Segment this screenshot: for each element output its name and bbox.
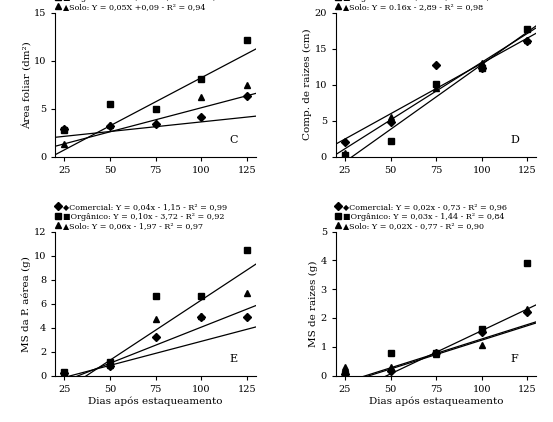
Y-axis label: MS de raizes (g): MS de raizes (g) (309, 260, 318, 347)
Y-axis label: Comp. de raizes (cm): Comp. de raizes (cm) (302, 29, 312, 141)
Legend: ◆Comercial: Y = 0,02X + 1,62- R² = 0,77, ■Orgânico: Y = 0,10X - 1,79 - R² = 0,91: ◆Comercial: Y = 0,02X + 1,62- R² = 0,77,… (55, 0, 229, 11)
Legend: ◆Comercial: Y = 0,04x - 1,15 - R² = 0,99, ■Orgânico: Y = 0,10x - 3,72 - R² = 0,9: ◆Comercial: Y = 0,04x - 1,15 - R² = 0,99… (55, 203, 227, 230)
Y-axis label: MS da P. aérea (g): MS da P. aérea (g) (22, 256, 31, 352)
Legend: ◆Comercial: Y = 0,02x - 0,73 - R² = 0,96, ■Orgânico: Y = 0,03x - 1,44 - R² = 0,8: ◆Comercial: Y = 0,02x - 0,73 - R² = 0,96… (336, 203, 507, 230)
Y-axis label: Área foliar (dm²): Área foliar (dm²) (21, 41, 31, 129)
Text: F: F (510, 354, 518, 364)
X-axis label: Dias após estaqueamento: Dias após estaqueamento (88, 396, 223, 406)
Legend: ◆Comercial: Y = 0,14x - 1,04 - R² = 0,92, ■Orgânico: Y = 0,18x - 5,2 - R² = 0,98: ◆Comercial: Y = 0,14x - 1,04 - R² = 0,92… (336, 0, 508, 11)
Text: C: C (229, 135, 238, 145)
Text: E: E (229, 354, 238, 364)
Text: D: D (510, 135, 519, 145)
X-axis label: Dias após estaqueamento: Dias após estaqueamento (369, 396, 503, 406)
